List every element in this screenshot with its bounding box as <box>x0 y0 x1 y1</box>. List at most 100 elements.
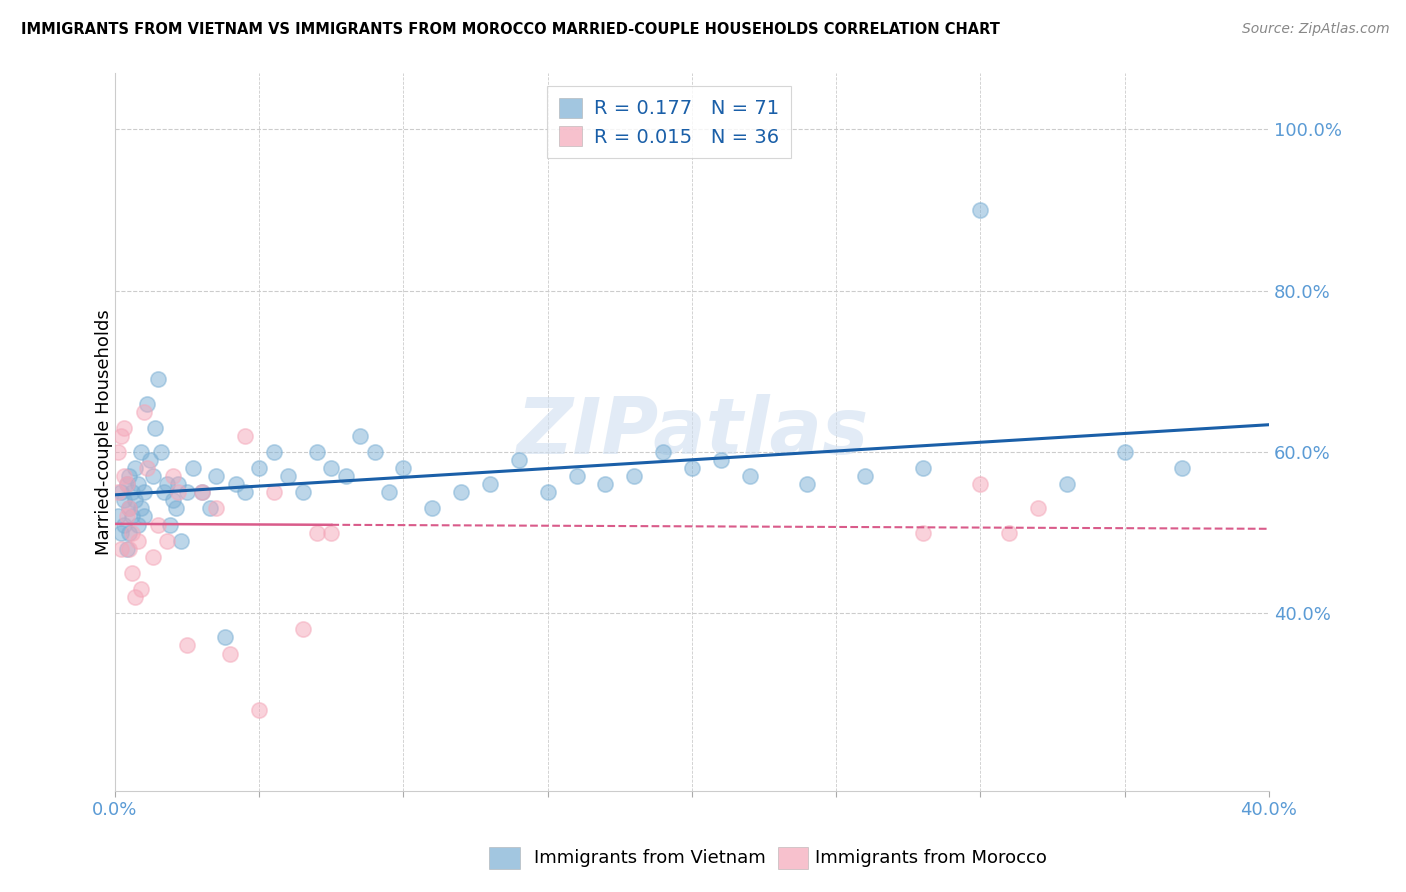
Point <box>115 477 138 491</box>
Point <box>107 485 129 500</box>
Point <box>127 517 149 532</box>
Point <box>165 501 187 516</box>
Point <box>681 461 703 475</box>
Point <box>115 541 138 556</box>
Point <box>110 485 132 500</box>
Point <box>305 525 328 540</box>
Point <box>853 469 876 483</box>
Point <box>112 469 135 483</box>
Point <box>796 477 818 491</box>
Point <box>321 461 343 475</box>
Point <box>118 501 141 516</box>
Point <box>129 501 152 516</box>
Point <box>167 477 190 491</box>
Point <box>623 469 645 483</box>
Point <box>107 445 129 459</box>
Point <box>176 639 198 653</box>
Point <box>225 477 247 491</box>
Point <box>1026 501 1049 516</box>
Point <box>263 485 285 500</box>
Point <box>121 509 143 524</box>
Point <box>277 469 299 483</box>
Point <box>118 525 141 540</box>
Point <box>176 485 198 500</box>
Point <box>911 525 934 540</box>
Point <box>595 477 617 491</box>
Point <box>214 631 236 645</box>
Point <box>969 202 991 217</box>
Point <box>190 485 212 500</box>
Point <box>200 501 222 516</box>
Point <box>1114 445 1136 459</box>
Text: Immigrants from Vietnam: Immigrants from Vietnam <box>534 849 766 867</box>
Point <box>349 429 371 443</box>
Point <box>969 477 991 491</box>
Point <box>508 453 530 467</box>
Point <box>170 533 193 548</box>
Point <box>150 445 173 459</box>
Point <box>107 509 129 524</box>
Point <box>124 590 146 604</box>
Legend: R = 0.177   N = 71, R = 0.015   N = 36: R = 0.177 N = 71, R = 0.015 N = 36 <box>547 87 790 159</box>
Point <box>565 469 588 483</box>
Point <box>138 453 160 467</box>
Point <box>363 445 385 459</box>
Point <box>129 445 152 459</box>
Point <box>219 647 242 661</box>
Point <box>181 461 204 475</box>
Point <box>156 533 179 548</box>
Point <box>998 525 1021 540</box>
Point <box>450 485 472 500</box>
Point <box>162 469 184 483</box>
Point <box>156 477 179 491</box>
Point <box>247 461 270 475</box>
Point <box>153 485 176 500</box>
Point <box>305 445 328 459</box>
Text: Source: ZipAtlas.com: Source: ZipAtlas.com <box>1241 22 1389 37</box>
Point <box>537 485 560 500</box>
Point <box>738 469 761 483</box>
Point <box>159 517 181 532</box>
Text: IMMIGRANTS FROM VIETNAM VS IMMIGRANTS FROM MOROCCO MARRIED-COUPLE HOUSEHOLDS COR: IMMIGRANTS FROM VIETNAM VS IMMIGRANTS FR… <box>21 22 1000 37</box>
Point <box>263 445 285 459</box>
Point <box>132 404 155 418</box>
Point <box>110 429 132 443</box>
Point <box>135 461 157 475</box>
Point <box>1056 477 1078 491</box>
Point <box>124 461 146 475</box>
Point <box>112 517 135 532</box>
Point <box>112 493 135 508</box>
Point <box>118 469 141 483</box>
Point <box>115 509 138 524</box>
Point <box>205 469 228 483</box>
Point <box>148 517 170 532</box>
Point <box>135 396 157 410</box>
Point <box>162 493 184 508</box>
Point <box>233 485 256 500</box>
Point <box>132 509 155 524</box>
Point <box>335 469 357 483</box>
Text: ZIPatlas: ZIPatlas <box>516 393 868 470</box>
Point <box>911 461 934 475</box>
Point <box>121 566 143 580</box>
Point <box>118 501 141 516</box>
Point <box>127 477 149 491</box>
Point <box>127 533 149 548</box>
Point <box>145 421 167 435</box>
Point <box>141 549 163 564</box>
Point <box>291 623 314 637</box>
Text: Immigrants from Morocco: Immigrants from Morocco <box>815 849 1047 867</box>
Point <box>420 501 443 516</box>
Point <box>124 493 146 508</box>
Point <box>321 525 343 540</box>
Point <box>190 485 212 500</box>
Point <box>141 469 163 483</box>
Point <box>132 485 155 500</box>
Point <box>479 477 502 491</box>
Point <box>148 372 170 386</box>
Point <box>1171 461 1194 475</box>
Point <box>247 703 270 717</box>
Point <box>710 453 733 467</box>
Point <box>392 461 415 475</box>
Point <box>110 525 132 540</box>
